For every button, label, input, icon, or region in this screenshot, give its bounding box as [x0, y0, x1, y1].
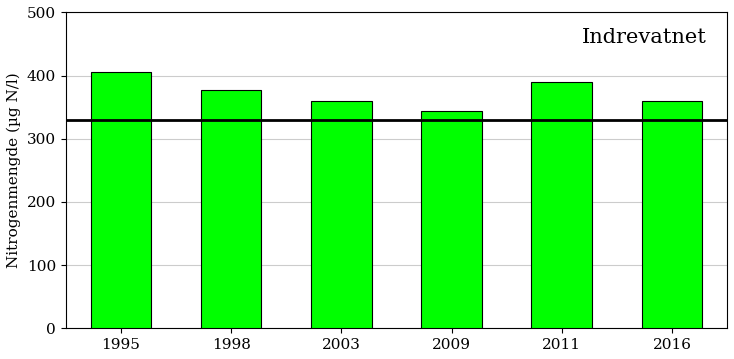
Bar	[531, 82, 592, 328]
Bar	[421, 111, 482, 328]
Y-axis label: Nitrogenmengde (µg N/l): Nitrogenmengde (µg N/l)	[7, 73, 21, 268]
Text: Indrevatnet: Indrevatnet	[582, 28, 708, 47]
Bar	[642, 101, 702, 328]
Bar	[201, 89, 261, 328]
Bar	[91, 73, 151, 328]
Bar	[311, 101, 371, 328]
